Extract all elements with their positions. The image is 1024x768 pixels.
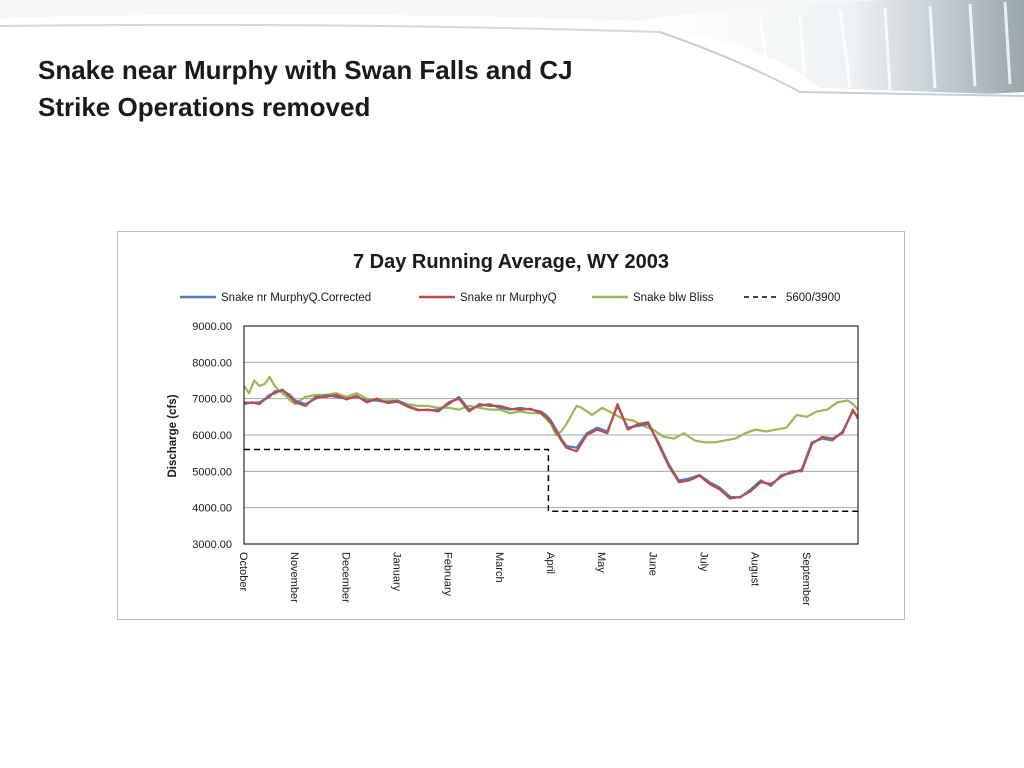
y-tick-label: 5000.00: [192, 466, 232, 478]
x-tick-label: December: [339, 552, 351, 603]
x-tick-label: February: [442, 552, 454, 597]
slide-title: Snake near Murphy with Swan Falls and CJ…: [38, 52, 678, 126]
plot-area-border: [243, 325, 859, 545]
legend-label-corrected: Snake nr MurphyQ.Corrected: [221, 292, 371, 304]
x-tick-label: September: [800, 552, 812, 606]
x-tick-label: June: [646, 552, 658, 576]
y-tick-label: 9000.00: [192, 321, 232, 333]
series-line-bliss: [243, 375, 859, 444]
legend-label-murphy: Snake nr MurphyQ: [460, 292, 557, 304]
x-tick-label: April: [544, 552, 556, 574]
y-tick-label: 4000.00: [192, 503, 232, 515]
x-tick-labels: October November December January February Ma…: [237, 552, 812, 606]
series-lines: [243, 375, 859, 513]
x-tick-label: March: [493, 552, 505, 583]
y-tick-labels: 3000.00 4000.00 5000.00 6000.00 7000.00 8000.…: [192, 321, 232, 551]
legend: Snake nr MurphyQ.Corrected Snake nr Murp…: [180, 292, 840, 304]
chart-title: 7 Day Running Average, WY 2003: [353, 251, 669, 273]
line-chart: 7 Day Running Average, WY 2003 Snake nr …: [167, 251, 859, 606]
x-tick-label: July: [698, 552, 710, 572]
y-tick-label: 3000.00: [192, 539, 232, 551]
series-line-murphy: [243, 388, 859, 500]
legend-label-bliss: Snake blw Bliss: [633, 292, 714, 304]
series-line-threshold: [244, 448, 858, 513]
x-tick-label: October: [237, 552, 249, 591]
y-tick-label: 8000.00: [192, 357, 232, 369]
x-tick-label: August: [749, 552, 761, 586]
y-axis-label: Discharge (cfs): [167, 394, 179, 477]
legend-label-threshold: 5600/3900: [786, 292, 840, 304]
y-tick-label: 7000.00: [192, 394, 232, 406]
x-tick-label: May: [595, 552, 607, 573]
header-banner-image: [0, 0, 1024, 100]
slide-title-line-1: Snake near Murphy with Swan Falls and CJ: [38, 55, 573, 85]
x-tick-label: November: [288, 552, 300, 603]
y-tick-label: 6000.00: [192, 430, 232, 442]
chart-frame: 7 Day Running Average, WY 2003 Snake nr …: [117, 231, 905, 620]
x-tick-label: January: [391, 552, 403, 592]
slide-title-line-2: Strike Operations removed: [38, 92, 371, 122]
series-line-corrected: [243, 389, 859, 499]
